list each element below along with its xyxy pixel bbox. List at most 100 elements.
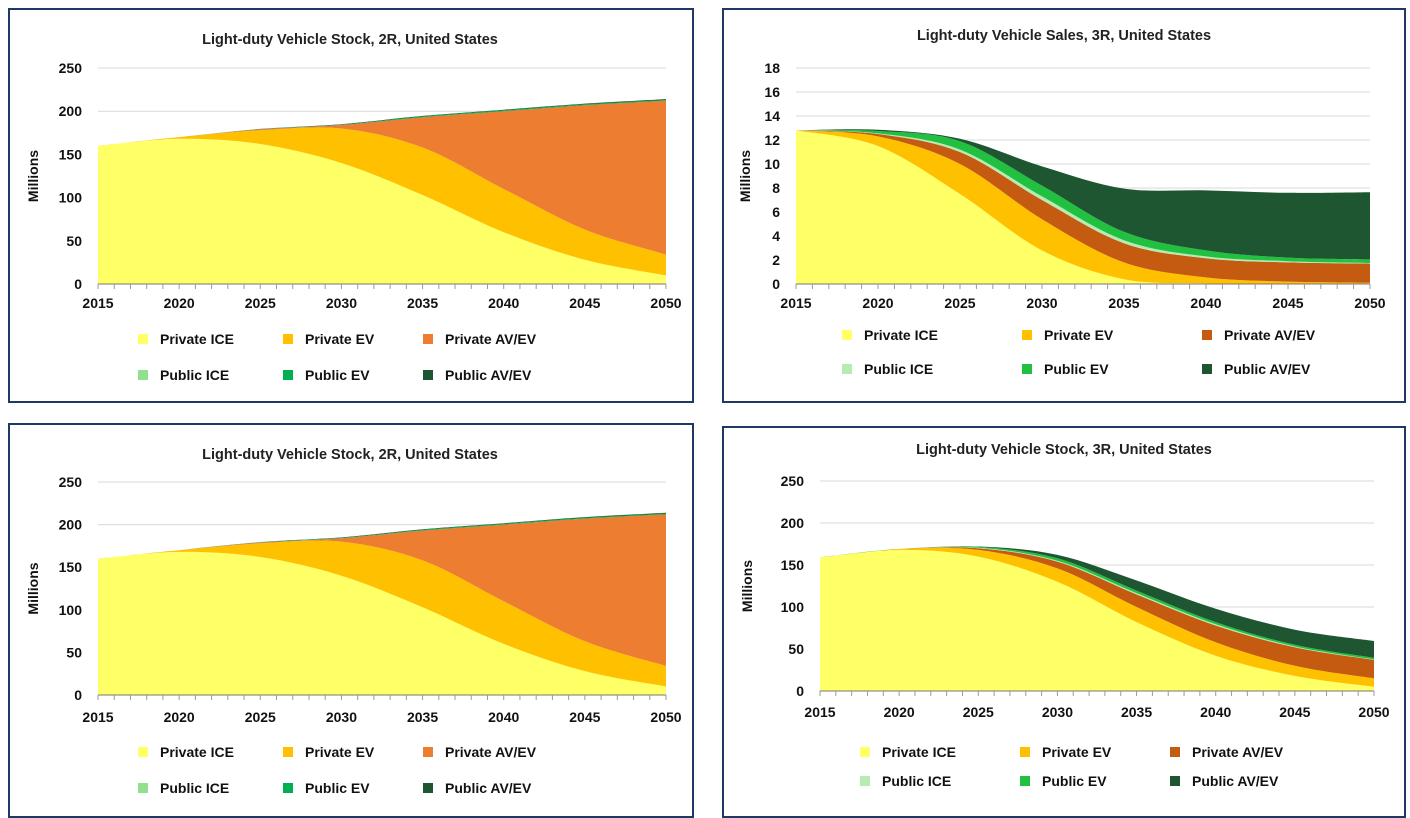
- legend-label: Public AV/EV: [1192, 773, 1279, 789]
- chart-title: Light-duty Vehicle Stock, 2R, United Sta…: [202, 447, 498, 463]
- x-tick-label: 2035: [407, 709, 438, 725]
- area-public-av-ev: [820, 546, 1374, 658]
- x-tick-label: 2015: [82, 295, 113, 311]
- y-tick-label: 250: [59, 60, 83, 76]
- y-tick-label: 12: [764, 132, 780, 148]
- legend-swatch: [1170, 776, 1180, 786]
- y-tick-label: 200: [781, 515, 805, 531]
- area-private-ice: [98, 551, 666, 695]
- legend-swatch: [842, 364, 852, 374]
- legend-swatch: [1170, 747, 1180, 757]
- chart-panel-stock-2r-bottom: Light-duty Vehicle Stock, 2R, United Sta…: [8, 423, 694, 818]
- legend-swatch: [423, 334, 433, 344]
- x-tick-label: 2050: [1354, 295, 1385, 311]
- legend-swatch: [860, 747, 870, 757]
- chart-panel-stock-3r: Light-duty Vehicle Stock, 3R, United Sta…: [722, 426, 1406, 818]
- x-tick-label: 2020: [164, 295, 195, 311]
- y-tick-label: 0: [74, 276, 82, 292]
- y-tick-label: 150: [59, 559, 83, 575]
- legend-label: Public AV/EV: [445, 367, 532, 383]
- y-axis-label: Millions: [25, 150, 41, 202]
- legend-label: Private ICE: [160, 331, 234, 347]
- x-tick-label: 2045: [569, 295, 600, 311]
- area-private-ice: [820, 549, 1374, 691]
- x-tick-label: 2020: [862, 295, 893, 311]
- legend-swatch: [138, 783, 148, 793]
- x-tick-label: 2025: [963, 704, 994, 720]
- chart-title: Light-duty Vehicle Sales, 3R, United Sta…: [917, 28, 1211, 44]
- x-tick-label: 2030: [1042, 704, 1073, 720]
- y-tick-label: 14: [764, 108, 780, 124]
- x-tick-label: 2050: [650, 295, 681, 311]
- legend-label: Public EV: [1042, 773, 1107, 789]
- y-tick-label: 250: [781, 473, 805, 489]
- chart-panel-sales-3r: Light-duty Vehicle Sales, 3R, United Sta…: [722, 8, 1406, 403]
- legend-label: Public ICE: [864, 361, 933, 377]
- x-tick-label: 2015: [804, 704, 835, 720]
- chart-title: Light-duty Vehicle Stock, 3R, United Sta…: [916, 442, 1212, 458]
- legend-swatch: [1020, 776, 1030, 786]
- legend-swatch: [138, 370, 148, 380]
- area-private-av-ev: [98, 100, 666, 255]
- legend-swatch: [283, 334, 293, 344]
- legend-label: Public ICE: [882, 773, 951, 789]
- y-tick-label: 250: [59, 474, 83, 490]
- y-tick-label: 10: [764, 156, 780, 172]
- legend-label: Private EV: [305, 744, 375, 760]
- area-private-ice: [98, 138, 666, 284]
- legend-swatch: [423, 370, 433, 380]
- y-tick-label: 8: [772, 180, 780, 196]
- area-private-av-ev: [98, 514, 666, 666]
- legend-swatch: [138, 747, 148, 757]
- y-tick-label: 50: [788, 641, 804, 657]
- area-private-ice: [796, 130, 1370, 285]
- x-tick-label: 2015: [82, 709, 113, 725]
- area-private-ev: [98, 540, 666, 687]
- x-tick-label: 2050: [1358, 704, 1389, 720]
- x-tick-label: 2025: [944, 295, 975, 311]
- legend-label: Private ICE: [160, 744, 234, 760]
- area-private-ev: [820, 547, 1374, 687]
- legend-swatch: [423, 783, 433, 793]
- y-tick-label: 18: [764, 60, 780, 76]
- legend-label: Public AV/EV: [445, 780, 532, 796]
- x-tick-label: 2050: [650, 709, 681, 725]
- y-axis-label: Millions: [25, 562, 41, 614]
- legend-swatch: [1202, 364, 1212, 374]
- y-tick-label: 150: [781, 557, 805, 573]
- y-tick-label: 6: [772, 204, 780, 220]
- x-tick-label: 2040: [488, 709, 519, 725]
- legend-label: Private EV: [305, 331, 375, 347]
- y-tick-label: 0: [772, 276, 780, 292]
- y-tick-label: 100: [59, 190, 83, 206]
- area-private-av-ev: [820, 547, 1374, 679]
- chart-svg: Light-duty Vehicle Sales, 3R, United Sta…: [737, 28, 1386, 377]
- legend-label: Public ICE: [160, 780, 229, 796]
- legend-label: Private AV/EV: [1192, 744, 1284, 760]
- legend-label: Private AV/EV: [445, 744, 537, 760]
- legend-swatch: [283, 370, 293, 380]
- legend-swatch: [283, 783, 293, 793]
- chart-svg: Light-duty Vehicle Stock, 2R, United Sta…: [25, 32, 682, 383]
- legend-label: Public EV: [305, 367, 370, 383]
- legend-label: Public ICE: [160, 367, 229, 383]
- y-tick-label: 200: [59, 103, 83, 119]
- x-tick-label: 2045: [1279, 704, 1310, 720]
- chart-svg: Light-duty Vehicle Stock, 2R, United Sta…: [25, 447, 682, 796]
- legend-label: Private AV/EV: [1224, 327, 1316, 343]
- chart-panel-stock-2r-top: Light-duty Vehicle Stock, 2R, United Sta…: [8, 8, 694, 403]
- legend-label: Private ICE: [864, 327, 938, 343]
- x-tick-label: 2025: [245, 709, 276, 725]
- legend-label: Public EV: [1044, 361, 1109, 377]
- area-private-ev: [796, 130, 1370, 285]
- area-private-ev: [98, 127, 666, 276]
- legend-label: Public AV/EV: [1224, 361, 1311, 377]
- x-tick-label: 2015: [780, 295, 811, 311]
- area-public-av-ev: [796, 129, 1370, 260]
- legend-swatch: [423, 747, 433, 757]
- legend-label: Private ICE: [882, 744, 956, 760]
- x-tick-label: 2020: [164, 709, 195, 725]
- legend-swatch: [860, 776, 870, 786]
- legend-swatch: [283, 747, 293, 757]
- x-tick-label: 2025: [245, 295, 276, 311]
